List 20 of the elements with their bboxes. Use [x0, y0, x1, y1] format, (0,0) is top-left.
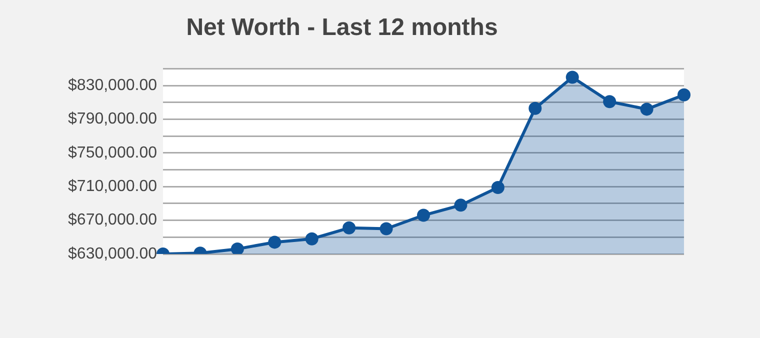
point — [417, 208, 430, 222]
point — [268, 236, 282, 249]
y-tick-label: $670,000.00 — [68, 212, 158, 229]
y-tick-label: $750,000.00 — [68, 144, 158, 162]
point — [380, 222, 393, 236]
point — [528, 102, 542, 115]
point — [230, 242, 244, 254]
point — [678, 88, 690, 102]
point — [640, 102, 654, 116]
point — [305, 232, 318, 246]
y-tick-label: $630,000.00 — [68, 245, 158, 262]
point — [342, 221, 356, 234]
point — [566, 70, 579, 84]
y-tick-label: $830,000.00 — [68, 77, 158, 94]
point — [603, 95, 616, 108]
y-tick-label: $790,000.00 — [68, 110, 158, 128]
y-tick-label: $710,000.00 — [68, 178, 158, 196]
chart-title: Net Worth - Last 12 months — [186, 14, 498, 42]
point — [491, 180, 504, 194]
point — [454, 198, 468, 212]
